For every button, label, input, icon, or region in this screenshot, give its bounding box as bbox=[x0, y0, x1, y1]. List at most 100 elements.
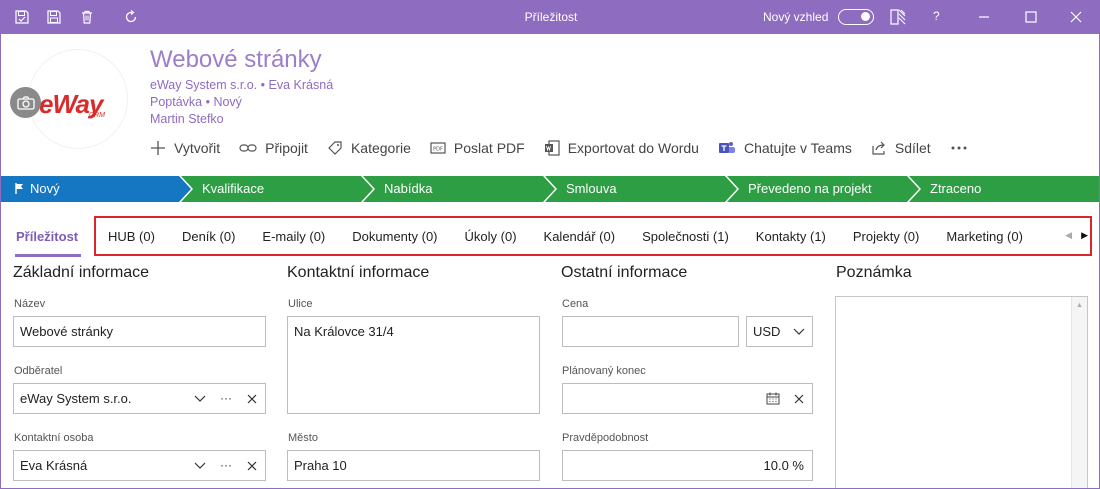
name-value: Webové stránky bbox=[20, 324, 113, 339]
save-icon[interactable] bbox=[44, 7, 64, 27]
attach-button[interactable]: Připojit bbox=[239, 140, 308, 156]
stage-lost[interactable]: Ztraceno bbox=[930, 181, 982, 196]
record-title: Webové stránky bbox=[150, 46, 322, 73]
contact-person-value: Eva Krásná bbox=[20, 458, 88, 473]
chevron-down-icon[interactable] bbox=[190, 384, 210, 413]
minimize-icon[interactable] bbox=[974, 7, 994, 27]
probability-field[interactable]: 10.0 % bbox=[562, 450, 813, 481]
planned-end-field[interactable] bbox=[562, 383, 813, 414]
tab-projects[interactable]: Projekty (0) bbox=[852, 228, 920, 244]
clear-icon[interactable] bbox=[242, 384, 262, 413]
new-look-label: Nový vzhled bbox=[763, 10, 829, 24]
logo-subtext: CRM bbox=[89, 112, 105, 119]
scroll-up-icon[interactable]: ▲ bbox=[1076, 302, 1083, 309]
notes-textarea[interactable]: ▲ bbox=[835, 296, 1088, 488]
maximize-icon[interactable] bbox=[1021, 7, 1041, 27]
create-label: Vytvořit bbox=[174, 140, 221, 156]
flag-icon bbox=[15, 177, 24, 203]
tag-icon bbox=[327, 140, 343, 156]
record-company-contact[interactable]: eWay System s.r.o. • Eva Krásná bbox=[150, 78, 334, 92]
chevron-down-icon bbox=[789, 317, 809, 346]
active-tab-indicator bbox=[15, 254, 81, 257]
title-bar: Příležitost Nový vzhled ? bbox=[1, 0, 1099, 34]
price-field[interactable] bbox=[562, 316, 739, 347]
tabs-fade bbox=[1030, 218, 1070, 254]
tab-documents[interactable]: Dokumenty (0) bbox=[352, 228, 438, 244]
pdf-icon: PDF bbox=[430, 140, 446, 156]
record-type-state: Poptávka • Nový bbox=[150, 95, 242, 109]
stage-4-shape bbox=[727, 176, 919, 202]
send-pdf-button[interactable]: PDF Poslat PDF bbox=[430, 140, 525, 156]
currency-select[interactable]: USD bbox=[746, 316, 813, 347]
refresh-icon[interactable] bbox=[121, 7, 141, 27]
calendar-icon[interactable] bbox=[763, 384, 783, 413]
share-button[interactable]: Sdílet bbox=[871, 140, 931, 156]
contact-info-heading: Kontaktní informace bbox=[287, 264, 430, 281]
stage-converted[interactable]: Převedeno na projekt bbox=[748, 181, 872, 196]
company-logo bbox=[29, 50, 127, 148]
stage-offer[interactable]: Nabídka bbox=[384, 181, 433, 196]
contact-person-field[interactable]: Eva Krásná ··· bbox=[13, 450, 266, 481]
tabs-scroll-left-icon[interactable]: ◀ bbox=[1065, 230, 1072, 240]
link-icon bbox=[239, 141, 257, 155]
tab-tasks[interactable]: Úkoly (0) bbox=[464, 228, 517, 244]
attach-label: Připojit bbox=[265, 140, 308, 156]
export-word-button[interactable]: Exportovat do Wordu bbox=[544, 140, 699, 156]
tab-opportunity[interactable]: Příležitost bbox=[16, 229, 79, 244]
city-field[interactable]: Praha 10 bbox=[287, 450, 540, 481]
street-value: Na Královce 31/4 bbox=[294, 324, 394, 339]
tab-contacts[interactable]: Kontakty (1) bbox=[755, 228, 826, 244]
stage-1-shape bbox=[181, 176, 373, 202]
stage-3-shape bbox=[545, 176, 737, 202]
delete-icon[interactable] bbox=[77, 7, 97, 27]
probability-label: Pravděpodobnost bbox=[562, 432, 649, 444]
customer-field[interactable]: eWay System s.r.o. ··· bbox=[13, 383, 266, 414]
related-tabs: HUB (0) Deník (0) E-maily (0) Dokumenty … bbox=[108, 218, 1050, 254]
notes-heading: Poznámka bbox=[836, 264, 912, 281]
clear-icon[interactable] bbox=[242, 451, 262, 480]
stage-0-shape bbox=[1, 176, 191, 202]
help-button[interactable]: ? bbox=[933, 9, 940, 23]
tab-calendar[interactable]: Kalendář (0) bbox=[543, 228, 616, 244]
new-look-toggle[interactable] bbox=[838, 9, 874, 25]
teams-chat-button[interactable]: Chatujte v Teams bbox=[718, 140, 852, 156]
export-word-label: Exportovat do Wordu bbox=[567, 140, 699, 156]
city-label: Město bbox=[288, 432, 318, 444]
name-label: Název bbox=[14, 298, 46, 310]
notes-scrollbar[interactable]: ▲ bbox=[1071, 297, 1087, 488]
name-field[interactable]: Webové stránky bbox=[13, 316, 266, 347]
layout-icon[interactable] bbox=[888, 7, 908, 27]
more-icon bbox=[950, 145, 968, 151]
logo-text: eWay bbox=[39, 89, 103, 119]
save-close-icon[interactable] bbox=[12, 7, 32, 27]
camera-icon[interactable] bbox=[10, 87, 41, 118]
tabs-scroll-right-icon[interactable]: ▶ bbox=[1081, 230, 1088, 240]
tab-companies[interactable]: Společnosti (1) bbox=[642, 228, 729, 244]
clear-icon[interactable] bbox=[789, 384, 809, 413]
tab-hub[interactable]: HUB (0) bbox=[108, 228, 155, 244]
close-icon[interactable] bbox=[1066, 7, 1086, 27]
stage-new[interactable]: Nový bbox=[15, 176, 60, 202]
create-button[interactable]: Vytvořit bbox=[150, 140, 220, 156]
street-field[interactable]: Na Královce 31/4 bbox=[287, 316, 540, 414]
more-icon[interactable]: ··· bbox=[220, 391, 232, 405]
tab-marketing[interactable]: Marketing (0) bbox=[946, 228, 1023, 244]
record-owner[interactable]: Martin Stefko bbox=[150, 112, 224, 126]
teams-chat-label: Chatujte v Teams bbox=[743, 140, 852, 156]
stage-contract[interactable]: Smlouva bbox=[566, 181, 617, 196]
tab-journal[interactable]: Deník (0) bbox=[181, 228, 236, 244]
customer-value: eWay System s.r.o. bbox=[20, 391, 132, 406]
category-button[interactable]: Kategorie bbox=[327, 140, 411, 156]
stage-qualification[interactable]: Kvalifikace bbox=[202, 181, 265, 196]
chevron-down-icon[interactable] bbox=[190, 451, 210, 480]
more-icon[interactable]: ··· bbox=[220, 458, 232, 472]
street-label: Ulice bbox=[288, 298, 313, 310]
more-options-button[interactable] bbox=[950, 145, 976, 151]
tab-emails[interactable]: E-maily (0) bbox=[262, 228, 326, 244]
basic-info-heading: Základní informace bbox=[13, 264, 150, 281]
teams-icon bbox=[718, 140, 736, 156]
word-icon bbox=[544, 140, 560, 156]
probability-value: 10.0 % bbox=[763, 458, 804, 473]
customer-label: Odběratel bbox=[14, 365, 63, 377]
